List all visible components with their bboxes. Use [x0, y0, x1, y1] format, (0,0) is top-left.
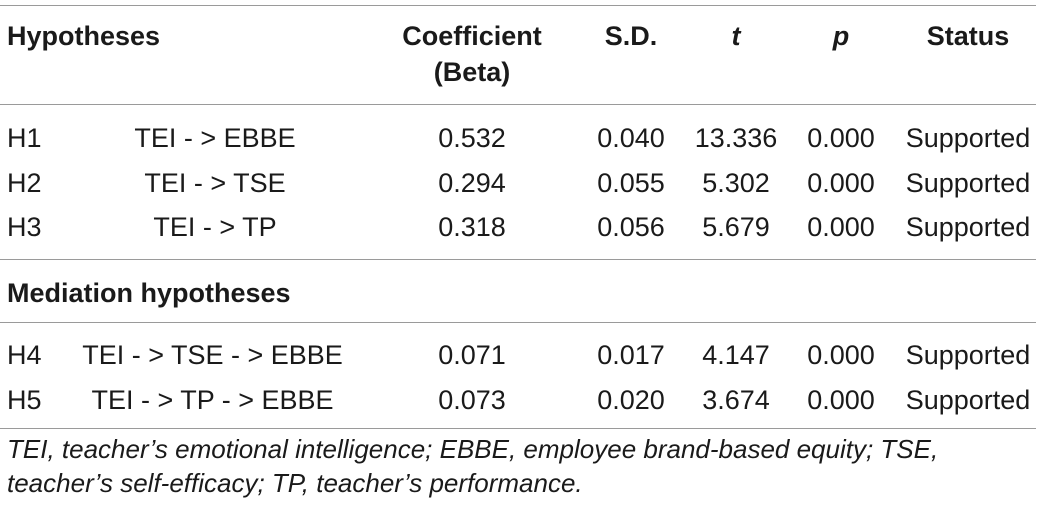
row-coefficient: 0.073	[438, 385, 506, 415]
row-status: Supported	[905, 385, 1031, 415]
row-p: 0.000	[807, 168, 875, 198]
row-t: 3.674	[702, 385, 770, 415]
header-hypotheses: Hypotheses	[7, 21, 161, 51]
header-p: p	[832, 21, 850, 51]
row-coefficient: 0.294	[438, 168, 506, 198]
row-id: H4	[7, 340, 42, 370]
row-id: H5	[7, 385, 42, 415]
row-coefficient: 0.532	[438, 123, 506, 153]
row-t: 5.679	[702, 212, 770, 242]
row-t: 13.336	[694, 123, 778, 153]
row-id: H2	[7, 168, 42, 198]
table-top-rule	[0, 5, 1036, 6]
row-p: 0.000	[807, 212, 875, 242]
table-footnote: TEI, teacher’s emotional intelligence; E…	[7, 434, 939, 498]
section-title-rule	[0, 322, 1036, 323]
row-sd: 0.055	[597, 168, 665, 198]
row-p: 0.000	[807, 385, 875, 415]
row-sd: 0.020	[597, 385, 665, 415]
row-sd: 0.017	[597, 340, 665, 370]
row-coefficient: 0.071	[438, 340, 506, 370]
header-status: Status	[926, 21, 1010, 51]
mediation-section-title: Mediation hypotheses	[7, 278, 291, 308]
row-path: TEI - > TSE - > EBBE	[82, 340, 343, 370]
section-rule	[0, 259, 1036, 260]
row-status: Supported	[905, 168, 1031, 198]
row-coefficient: 0.318	[438, 212, 506, 242]
row-sd: 0.040	[597, 123, 665, 153]
header-bottom-rule	[0, 104, 1036, 105]
row-path: TEI - > TP - > EBBE	[91, 385, 334, 415]
row-status: Supported	[905, 212, 1031, 242]
header-coefficient: Coefficient	[402, 21, 542, 51]
row-id: H1	[7, 123, 42, 153]
row-path: TEI - > TP	[153, 212, 277, 242]
row-t: 5.302	[702, 168, 770, 198]
row-t: 4.147	[702, 340, 770, 370]
row-id: H3	[7, 212, 42, 242]
header-coefficient-beta: (Beta)	[433, 57, 511, 87]
header-sd: S.D.	[604, 21, 658, 51]
row-status: Supported	[905, 340, 1031, 370]
row-p: 0.000	[807, 340, 875, 370]
header-t: t	[731, 21, 741, 51]
row-sd: 0.056	[597, 212, 665, 242]
row-path: TEI - > EBBE	[134, 123, 296, 153]
row-status: Supported	[905, 123, 1031, 153]
row-path: TEI - > TSE	[144, 168, 286, 198]
row-p: 0.000	[807, 123, 875, 153]
table-bottom-rule	[0, 428, 1036, 429]
